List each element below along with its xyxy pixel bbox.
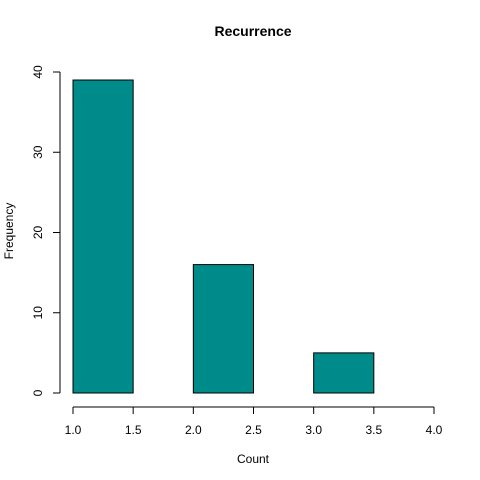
y-tick-label: 20	[31, 226, 45, 240]
y-axis-label: Frequency	[2, 203, 16, 260]
x-axis: 1.0 1.5 2.0 2.5 3.0 3.5 4.0	[65, 406, 443, 437]
x-axis-label: Count	[237, 452, 270, 466]
x-tick-label: 1.5	[125, 423, 142, 437]
chart-title: Recurrence	[214, 23, 291, 39]
x-tick-label: 2.5	[245, 423, 262, 437]
histogram-bar	[313, 352, 375, 394]
y-tick-label: 40	[31, 65, 45, 79]
x-tick-label: 4.0	[426, 423, 443, 437]
y-tick-label: 0	[31, 389, 45, 396]
x-tick-label: 3.5	[365, 423, 382, 437]
histogram-bar	[72, 79, 134, 394]
x-tick-label: 3.0	[305, 423, 322, 437]
x-tick-label: 2.0	[185, 423, 202, 437]
y-tick-label: 10	[31, 306, 45, 320]
y-tick-label: 30	[31, 145, 45, 159]
histogram-bar	[192, 264, 254, 394]
x-tick-label: 1.0	[65, 423, 82, 437]
bars-group	[72, 79, 375, 394]
y-axis: 0 10 20 30 40	[31, 65, 61, 396]
